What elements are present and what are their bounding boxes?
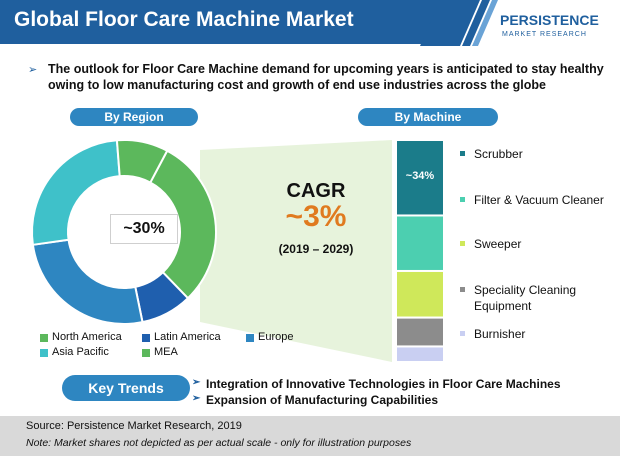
legend-swatch	[246, 334, 254, 342]
region-share-label: ~30%	[110, 214, 178, 244]
bar-segment-sweeper	[395, 269, 445, 319]
key-trend-item: ➢ Expansion of Manufacturing Capabilitie…	[192, 393, 439, 407]
bar-segment-filter-vacuum-cleaner	[395, 214, 445, 272]
legend-label: Burnisher	[474, 327, 526, 341]
legend-label: Europe	[258, 331, 294, 343]
cagr-period: (2019 – 2029)	[278, 242, 354, 256]
legend-swatch	[142, 334, 150, 342]
cagr-value: ~3%	[285, 200, 347, 233]
donut-slice-north-america	[148, 149, 217, 300]
note-text: Note: Market shares not depicted as per …	[26, 437, 412, 449]
cagr-label: CAGR	[286, 180, 346, 202]
legend-label: MEA	[154, 346, 178, 358]
footer-bar	[0, 416, 620, 456]
bar-segment-speciality-cleaning-equipment	[395, 316, 445, 348]
legend-swatch	[40, 349, 48, 357]
outlook-text: The outlook for Floor Care Machine deman…	[48, 62, 604, 92]
logo-subtitle: MARKET RESEARCH	[502, 31, 587, 38]
legend-label: Filter & Vacuum Cleaner	[474, 193, 604, 207]
legend-swatch	[460, 197, 465, 202]
by-machine-pill: By Machine	[358, 108, 498, 126]
source-text: Source: Persistence Market Research, 201…	[26, 420, 242, 432]
key-trend-item: ➢ Integration of Innovative Technologies…	[192, 377, 561, 391]
header-bar	[0, 0, 440, 44]
company-logo: PERSISTENCE MARKET RESEARCH	[500, 12, 612, 48]
connector-wedge	[200, 140, 392, 362]
legend-label: Latin America	[154, 331, 221, 343]
legend-label: Scrubber	[474, 147, 523, 161]
bullet-arrow-icon: ➢	[192, 393, 201, 404]
legend-swatch	[460, 151, 465, 156]
bullet-arrow-icon: ➢	[28, 64, 38, 76]
legend-label: North America	[52, 331, 122, 343]
legend-swatch	[40, 334, 48, 342]
legend-swatch	[142, 349, 150, 357]
page-title: Global Floor Care Machine Market	[14, 8, 354, 31]
legend-swatch	[460, 331, 465, 336]
bar-segment-burnisher	[395, 345, 445, 363]
key-trends-pill: Key Trends	[62, 375, 190, 401]
logo-name: PERSISTENCE	[500, 12, 599, 28]
scrubber-share-label: ~34%	[405, 170, 435, 182]
donut-slice-mea	[115, 139, 169, 184]
region-donut-chart	[31, 139, 392, 362]
legend-label: Speciality Cleaning Equipment	[474, 283, 577, 313]
bullet-arrow-icon: ➢	[192, 377, 201, 388]
legend-swatch	[460, 241, 465, 246]
machine-stacked-bar	[395, 139, 445, 363]
legend-swatch	[460, 287, 465, 292]
by-region-pill: By Region	[70, 108, 198, 126]
legend-label: Sweeper	[474, 237, 522, 251]
header-swoosh	[420, 0, 498, 46]
legend-label: Asia Pacific	[52, 346, 109, 358]
